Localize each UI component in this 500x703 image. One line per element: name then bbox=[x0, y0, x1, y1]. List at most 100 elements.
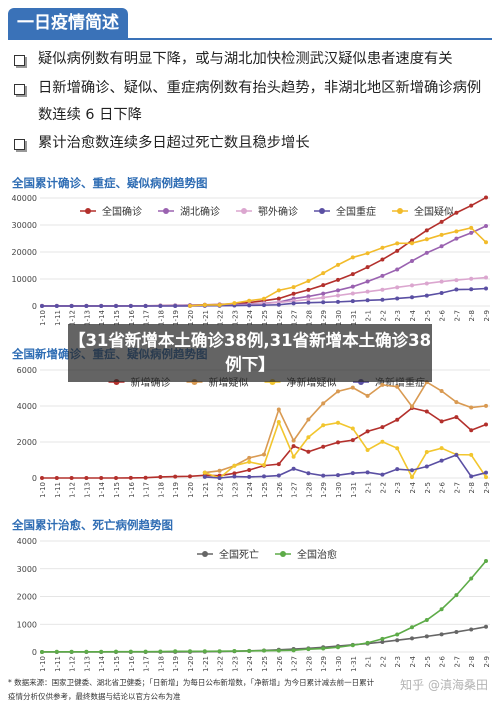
data-point bbox=[158, 304, 163, 308]
x-tick-label: 1-26 bbox=[276, 481, 284, 497]
data-point bbox=[306, 300, 311, 305]
x-tick-label: 2-4 bbox=[409, 655, 417, 667]
x-tick-label: 1-11 bbox=[54, 310, 62, 326]
data-point bbox=[454, 400, 459, 405]
x-tick-label: 1-16 bbox=[128, 481, 136, 497]
data-point bbox=[128, 475, 133, 480]
data-point bbox=[439, 458, 444, 463]
x-tick-label: 1-11 bbox=[54, 656, 62, 672]
data-point bbox=[484, 558, 488, 563]
x-tick-label: 2-2 bbox=[379, 482, 387, 493]
x-tick-label: 1-28 bbox=[305, 310, 313, 326]
x-tick-label: 1-21 bbox=[202, 482, 210, 498]
data-point bbox=[143, 475, 148, 480]
x-tick-label: 1-20 bbox=[187, 656, 195, 672]
x-tick-label: 1-14 bbox=[98, 309, 106, 325]
x-tick-label: 1-14 bbox=[98, 655, 106, 671]
x-tick-label: 1-29 bbox=[320, 482, 328, 498]
data-point bbox=[395, 267, 400, 272]
x-tick-label: 1-21 bbox=[202, 656, 210, 672]
data-point bbox=[321, 300, 326, 305]
data-point bbox=[350, 255, 355, 260]
x-tick-label: 1-26 bbox=[276, 655, 284, 671]
data-point bbox=[454, 210, 459, 215]
data-point bbox=[484, 223, 488, 228]
bullet-icon bbox=[14, 55, 25, 66]
data-point bbox=[202, 474, 207, 479]
x-tick-label: 1-20 bbox=[187, 310, 195, 326]
data-point bbox=[469, 225, 474, 230]
x-tick-label: 1-30 bbox=[335, 656, 343, 672]
data-point bbox=[69, 476, 74, 480]
data-point bbox=[350, 438, 355, 443]
x-tick-label: 2-2 bbox=[379, 310, 387, 321]
x-tick-label: 2-8 bbox=[468, 482, 476, 493]
legend-swatch bbox=[280, 551, 286, 557]
x-tick-label: 1-17 bbox=[143, 310, 151, 326]
x-tick-label: 1-22 bbox=[217, 656, 225, 672]
data-point bbox=[158, 474, 163, 479]
series-line bbox=[41, 560, 487, 653]
x-tick-label: 1-15 bbox=[113, 656, 121, 672]
data-point bbox=[69, 649, 74, 654]
data-point bbox=[439, 419, 444, 424]
data-point bbox=[424, 464, 429, 469]
legend-label: 全国疑似 bbox=[414, 205, 454, 218]
x-tick-label: 1-10 bbox=[39, 482, 47, 498]
x-tick-label: 2-9 bbox=[483, 482, 491, 493]
data-point bbox=[336, 420, 340, 425]
x-tick-label: 2-6 bbox=[439, 309, 447, 321]
data-point bbox=[336, 277, 340, 282]
data-point bbox=[232, 649, 237, 654]
x-tick-label: 1-23 bbox=[231, 656, 239, 672]
data-point bbox=[69, 304, 74, 308]
data-point bbox=[469, 287, 474, 292]
data-point bbox=[336, 473, 340, 478]
data-point bbox=[424, 250, 429, 255]
data-point bbox=[336, 288, 340, 293]
data-point bbox=[410, 295, 414, 300]
data-point bbox=[410, 404, 414, 409]
data-point bbox=[276, 473, 281, 478]
x-tick-label: 2-8 bbox=[468, 310, 476, 321]
x-tick-label: 2-5 bbox=[424, 482, 432, 493]
data-point bbox=[439, 632, 444, 637]
data-point bbox=[365, 289, 370, 294]
data-point bbox=[439, 446, 444, 451]
data-point bbox=[454, 452, 459, 457]
data-point bbox=[410, 283, 414, 288]
data-point bbox=[99, 304, 104, 308]
data-point bbox=[202, 470, 207, 475]
data-point bbox=[321, 646, 326, 651]
data-point bbox=[262, 303, 266, 308]
data-point bbox=[424, 237, 429, 242]
data-point bbox=[306, 647, 311, 652]
x-tick-label: 1-18 bbox=[157, 482, 165, 498]
legend-swatch bbox=[202, 551, 208, 557]
data-point bbox=[217, 468, 222, 473]
chart-title: 全国累计确诊、重症、疑似病例趋势图 bbox=[11, 176, 208, 190]
x-tick-label: 1-25 bbox=[261, 482, 269, 498]
x-tick-label: 1-13 bbox=[83, 482, 91, 498]
data-point bbox=[232, 474, 237, 479]
footer-note: 疫情分析仅供参考，最终数据与结论以官方公布为准 bbox=[8, 692, 181, 701]
data-point bbox=[484, 470, 488, 475]
x-tick-label: 1-15 bbox=[113, 310, 121, 326]
data-point bbox=[395, 384, 400, 389]
legend-label: 湖北确诊 bbox=[180, 205, 220, 218]
footer-note: * 数据来源：国家卫健委、湖北省卫健委；「日新增」为每日公布新增数，「净新增」为… bbox=[8, 678, 375, 687]
data-point bbox=[365, 447, 370, 452]
data-point bbox=[291, 466, 296, 471]
x-tick-label: 1-20 bbox=[187, 482, 195, 498]
bullet-icon bbox=[14, 139, 25, 150]
x-tick-label: 1-25 bbox=[261, 656, 269, 672]
data-point bbox=[395, 632, 400, 637]
data-point bbox=[410, 625, 414, 630]
x-tick-label: 1-19 bbox=[172, 656, 180, 672]
data-point bbox=[276, 462, 281, 467]
legend-swatch bbox=[163, 208, 169, 214]
data-point bbox=[306, 294, 311, 299]
data-point bbox=[365, 393, 370, 398]
series-line bbox=[42, 626, 487, 653]
